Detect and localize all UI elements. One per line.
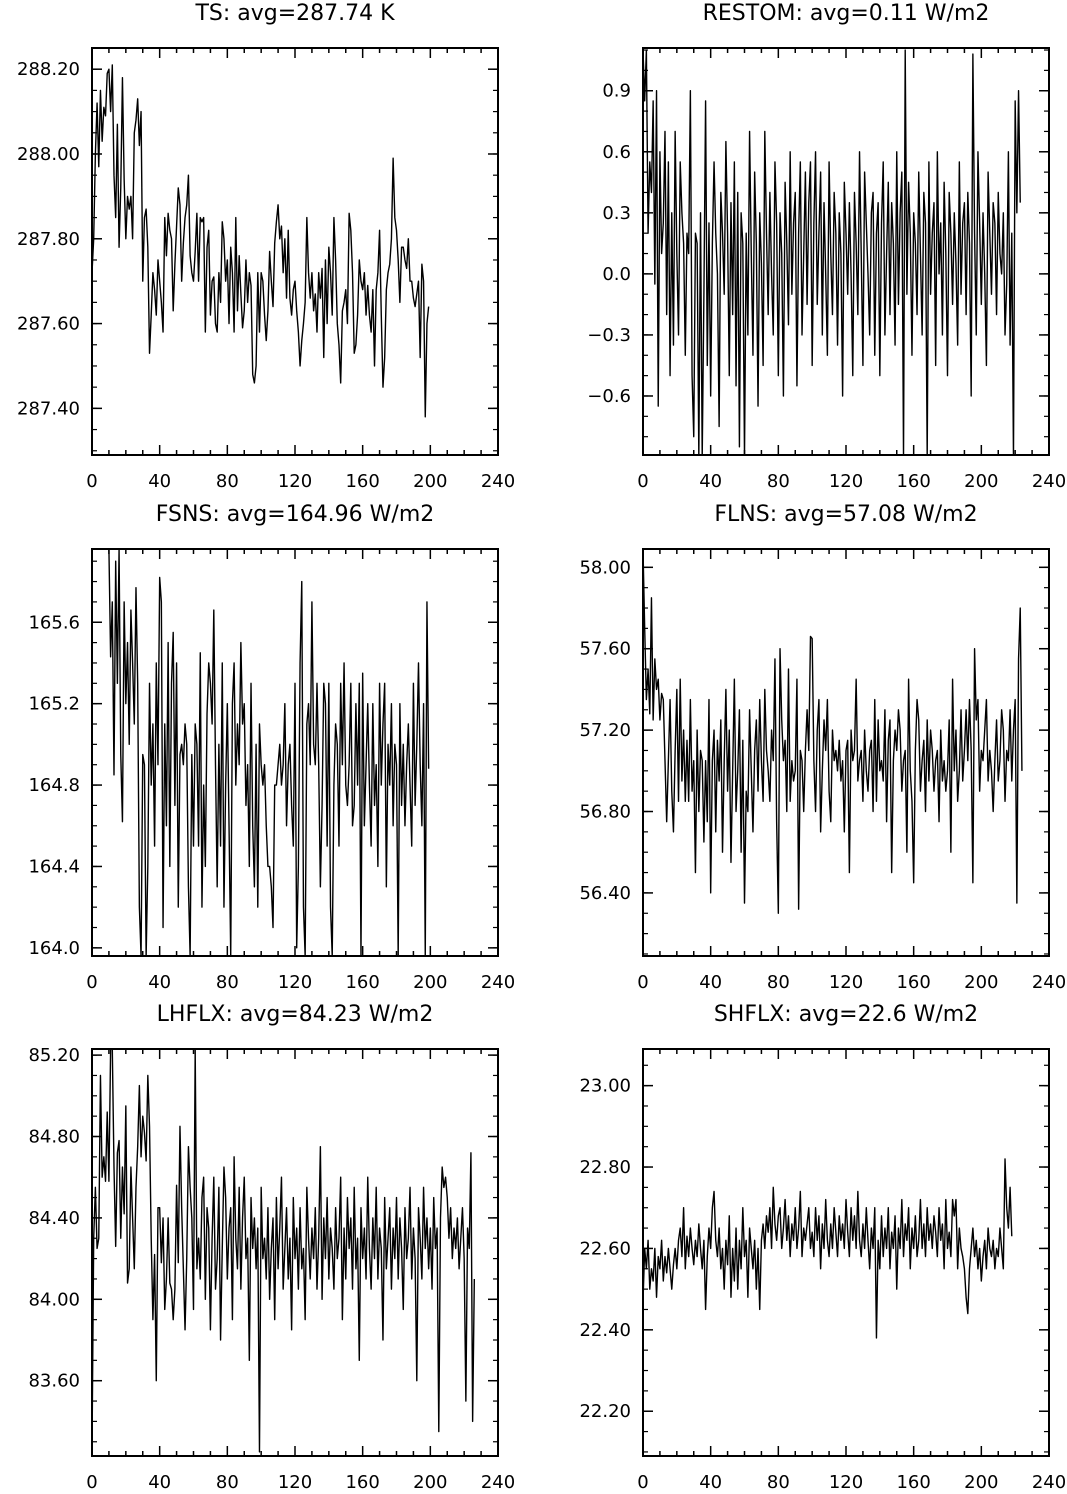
- chart-panel-5: SHFLX: avg=22.6 W/m2 0 40 80 120 160 200 240 22.…: [579, 1002, 1066, 1493]
- x-tick-label: 240: [1032, 972, 1066, 993]
- y-tick-label: 56.40: [579, 883, 631, 904]
- series-line-0: [92, 1049, 476, 1453]
- x-tick-label: 120: [829, 471, 863, 492]
- x-tick-label: 0: [637, 1472, 648, 1493]
- x-tick-label: 200: [964, 1472, 998, 1493]
- x-tick-label: 40: [148, 972, 171, 993]
- x-tick-label: 80: [767, 972, 790, 993]
- y-tick-label: 0.3: [602, 203, 631, 224]
- chart-title: FSNS: avg=164.96 W/m2: [156, 502, 435, 527]
- chart-title: LHFLX: avg=84.23 W/m2: [157, 1002, 434, 1027]
- x-tick-label: 80: [216, 972, 239, 993]
- y-tick-label: 164.0: [28, 938, 80, 959]
- x-tick-label: 120: [278, 972, 312, 993]
- x-tick-label: 200: [413, 1472, 447, 1493]
- x-tick-label: 0: [637, 471, 648, 492]
- x-tick-label: 160: [345, 972, 379, 993]
- x-tick-label: 240: [481, 471, 515, 492]
- plot-frame: [91, 47, 499, 456]
- x-tick-label: 200: [964, 471, 998, 492]
- y-tick-label: 288.20: [17, 59, 80, 80]
- series-line-0: [643, 49, 1021, 455]
- y-tick-label: 288.00: [17, 144, 80, 165]
- x-tick-label: 40: [699, 471, 722, 492]
- y-tick-label: 22.40: [579, 1320, 631, 1341]
- y-tick-label: −0.6: [587, 386, 631, 407]
- x-tick-label: 160: [345, 471, 379, 492]
- chart-panel-0: TS: avg=287.74 K 0 40 80 120 160 200 240 287.40 2…: [17, 1, 515, 492]
- x-tick-label: 200: [964, 972, 998, 993]
- x-tick-label: 120: [829, 972, 863, 993]
- y-tick-label: 56.80: [579, 802, 631, 823]
- y-tick-label: 287.40: [17, 398, 80, 419]
- y-tick-label: 287.80: [17, 229, 80, 250]
- x-tick-label: 160: [345, 1472, 379, 1493]
- x-tick-label: 40: [699, 972, 722, 993]
- y-tick-label: 0.9: [602, 81, 631, 102]
- chart-title: FLNS: avg=57.08 W/m2: [714, 502, 977, 527]
- chart-panel-2: FSNS: avg=164.96 W/m2 0 40 80 120 160 200 240 16…: [28, 502, 515, 993]
- x-tick-label: 0: [637, 972, 648, 993]
- y-tick-label: 84.00: [28, 1289, 80, 1310]
- x-tick-label: 240: [481, 1472, 515, 1493]
- x-tick-label: 80: [767, 1472, 790, 1493]
- y-tick-label: 23.00: [579, 1076, 631, 1097]
- x-tick-label: 40: [148, 471, 171, 492]
- y-tick-label: 85.20: [28, 1045, 80, 1066]
- x-tick-label: 80: [767, 471, 790, 492]
- chart-title: RESTOM: avg=0.11 W/m2: [703, 1, 990, 26]
- y-tick-label: 58.00: [579, 557, 631, 578]
- chart-title: SHFLX: avg=22.6 W/m2: [714, 1002, 978, 1027]
- series-line-0: [92, 64, 430, 418]
- x-tick-label: 160: [896, 1472, 930, 1493]
- x-tick-label: 200: [413, 972, 447, 993]
- x-tick-label: 80: [216, 471, 239, 492]
- y-tick-label: 57.20: [579, 720, 631, 741]
- y-tick-label: 164.8: [28, 775, 80, 796]
- y-tick-label: 84.80: [28, 1127, 80, 1148]
- x-tick-label: 240: [1032, 471, 1066, 492]
- x-tick-label: 160: [896, 972, 930, 993]
- x-tick-label: 200: [413, 471, 447, 492]
- chart-panel-1: RESTOM: avg=0.11 W/m2 0 40 80 120 160 200 240 −0…: [587, 1, 1066, 492]
- y-tick-label: 22.80: [579, 1157, 631, 1178]
- x-tick-label: 40: [148, 1472, 171, 1493]
- chart-panel-4: LHFLX: avg=84.23 W/m2 0 40 80 120 160 200 240 83…: [28, 1002, 515, 1493]
- y-tick-label: 83.60: [28, 1371, 80, 1392]
- y-tick-label: 165.2: [28, 694, 80, 715]
- y-tick-label: 22.60: [579, 1238, 631, 1259]
- y-tick-label: 165.6: [28, 612, 80, 633]
- x-tick-label: 80: [216, 1472, 239, 1493]
- y-tick-label: 0.6: [602, 142, 631, 163]
- series-line-0: [643, 549, 1023, 914]
- x-tick-label: 120: [278, 471, 312, 492]
- y-tick-label: 84.40: [28, 1208, 80, 1229]
- y-tick-label: 0.0: [602, 264, 631, 285]
- y-tick-label: −0.3: [587, 325, 631, 346]
- x-tick-label: 120: [278, 1472, 312, 1493]
- y-tick-label: 57.60: [579, 639, 631, 660]
- y-tick-label: 287.60: [17, 314, 80, 335]
- x-tick-label: 160: [896, 471, 930, 492]
- y-tick-label: 164.4: [28, 856, 80, 877]
- chart-panel-3: FLNS: avg=57.08 W/m2 0 40 80 120 160 200 240 56.…: [579, 502, 1066, 993]
- x-tick-label: 120: [829, 1472, 863, 1493]
- chart-title: TS: avg=287.74 K: [194, 1, 395, 26]
- x-tick-label: 0: [86, 972, 97, 993]
- x-tick-label: 240: [1032, 1472, 1066, 1493]
- x-tick-label: 0: [86, 471, 97, 492]
- y-tick-label: 22.20: [579, 1401, 631, 1422]
- series-line-0: [107, 549, 430, 956]
- x-tick-label: 40: [699, 1472, 722, 1493]
- x-tick-label: 240: [481, 972, 515, 993]
- x-tick-label: 0: [86, 1472, 97, 1493]
- series-line-0: [643, 1158, 1013, 1339]
